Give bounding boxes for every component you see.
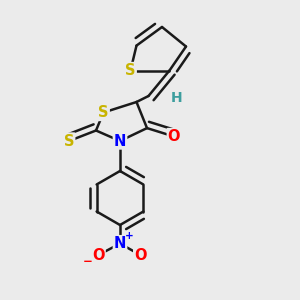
Text: S: S [98,105,109,120]
Text: +: + [124,231,134,241]
Text: −: − [83,255,93,268]
Text: H: H [171,91,183,105]
Text: O: O [168,129,180,144]
Text: N: N [114,134,126,148]
Text: O: O [134,248,147,262]
Text: O: O [92,248,105,262]
Text: S: S [125,63,136,78]
Text: S: S [64,134,74,148]
Text: N: N [114,236,126,251]
